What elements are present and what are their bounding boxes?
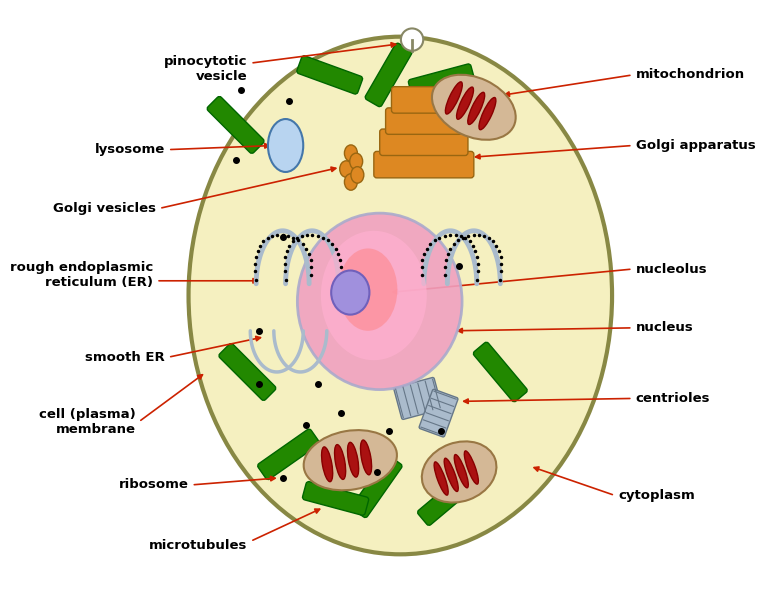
- Text: cell (plasma)
membrane: cell (plasma) membrane: [39, 408, 136, 436]
- Ellipse shape: [339, 248, 397, 331]
- FancyBboxPatch shape: [386, 108, 462, 134]
- Text: Golgi apparatus: Golgi apparatus: [636, 139, 756, 152]
- FancyBboxPatch shape: [409, 64, 475, 98]
- Ellipse shape: [335, 444, 346, 479]
- Ellipse shape: [445, 82, 462, 114]
- Ellipse shape: [297, 213, 462, 389]
- Text: cytoplasm: cytoplasm: [618, 489, 695, 502]
- Ellipse shape: [303, 430, 397, 491]
- FancyBboxPatch shape: [392, 87, 456, 113]
- FancyBboxPatch shape: [394, 378, 442, 420]
- Text: mitochondrion: mitochondrion: [636, 69, 745, 82]
- FancyBboxPatch shape: [473, 342, 528, 402]
- Text: microtubules: microtubules: [149, 539, 247, 552]
- FancyBboxPatch shape: [418, 472, 477, 525]
- Text: lysosome: lysosome: [94, 143, 165, 156]
- Ellipse shape: [432, 74, 515, 140]
- Ellipse shape: [331, 271, 369, 314]
- Ellipse shape: [322, 447, 333, 482]
- Ellipse shape: [444, 458, 458, 492]
- Text: rough endoplasmic
reticulum (ER): rough endoplasmic reticulum (ER): [10, 261, 154, 289]
- Ellipse shape: [456, 87, 474, 119]
- FancyBboxPatch shape: [379, 129, 468, 155]
- Text: centrioles: centrioles: [636, 392, 710, 405]
- Ellipse shape: [454, 454, 468, 488]
- Ellipse shape: [468, 92, 485, 125]
- FancyBboxPatch shape: [365, 43, 412, 107]
- Ellipse shape: [401, 28, 423, 51]
- Ellipse shape: [339, 161, 353, 177]
- Text: nucleus: nucleus: [636, 322, 694, 335]
- FancyBboxPatch shape: [374, 151, 474, 178]
- FancyBboxPatch shape: [296, 56, 362, 94]
- FancyBboxPatch shape: [207, 96, 264, 154]
- Text: smooth ER: smooth ER: [85, 351, 165, 364]
- Ellipse shape: [321, 231, 427, 360]
- Text: ribosome: ribosome: [119, 478, 188, 491]
- Ellipse shape: [479, 98, 496, 129]
- Ellipse shape: [360, 440, 372, 475]
- Ellipse shape: [465, 451, 478, 484]
- FancyBboxPatch shape: [303, 482, 369, 515]
- FancyBboxPatch shape: [257, 429, 319, 479]
- Ellipse shape: [351, 167, 364, 183]
- Text: pinocytotic
vesicle: pinocytotic vesicle: [164, 55, 247, 83]
- Ellipse shape: [268, 119, 303, 172]
- Ellipse shape: [344, 145, 357, 161]
- Text: nucleolus: nucleolus: [636, 262, 707, 275]
- Ellipse shape: [349, 153, 362, 170]
- Ellipse shape: [434, 462, 449, 495]
- Ellipse shape: [422, 441, 496, 502]
- FancyBboxPatch shape: [419, 389, 458, 437]
- Ellipse shape: [188, 37, 612, 554]
- FancyBboxPatch shape: [219, 343, 276, 401]
- Ellipse shape: [344, 174, 357, 190]
- FancyBboxPatch shape: [352, 456, 402, 518]
- Ellipse shape: [348, 442, 359, 477]
- Text: Golgi vesicles: Golgi vesicles: [53, 202, 156, 215]
